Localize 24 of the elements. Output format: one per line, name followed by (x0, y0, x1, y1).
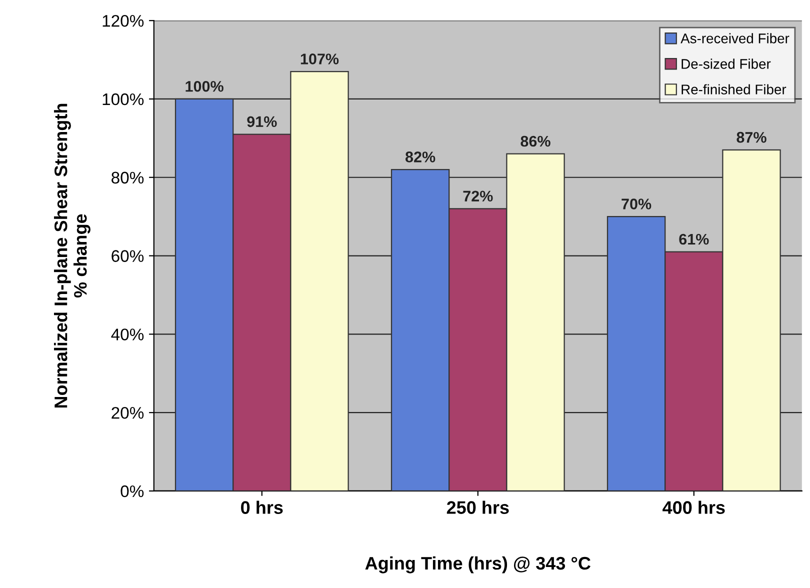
y-axis-title: Normalized In-plane Shear Strength % change (54, 104, 90, 408)
data-label: 72% (463, 190, 493, 202)
x-tick-label: 250 hrs (446, 500, 509, 514)
data-label: 70% (622, 198, 652, 210)
data-label: 86% (520, 136, 550, 147)
data-label: 87% (736, 132, 766, 143)
data-label: 61% (679, 234, 709, 245)
y-tick-label: 20% (112, 406, 144, 419)
y-tick-label: 100% (102, 93, 144, 106)
legend-label: As-received Fiber (680, 33, 790, 44)
legend-label: De-sized Fiber (682, 58, 771, 69)
x-tick-label: 400 hrs (662, 500, 725, 514)
data-label: 107% (300, 54, 339, 64)
y-tick-label: 40% (111, 328, 144, 340)
y-tick-label: 120% (102, 14, 144, 27)
data-label: 100% (186, 80, 224, 92)
x-tick-label: 0 hrs (241, 500, 283, 514)
x-axis-title: Aging Time (hrs) @ 343 °C (365, 556, 590, 574)
data-label: 91% (247, 116, 277, 128)
data-label: 82% (405, 152, 436, 162)
y-tick-label: 80% (112, 172, 144, 184)
y-tick-label: 0% (120, 485, 144, 498)
y-tick-label: 60% (112, 250, 144, 262)
legend-label: Re-finished Fiber (682, 84, 786, 94)
